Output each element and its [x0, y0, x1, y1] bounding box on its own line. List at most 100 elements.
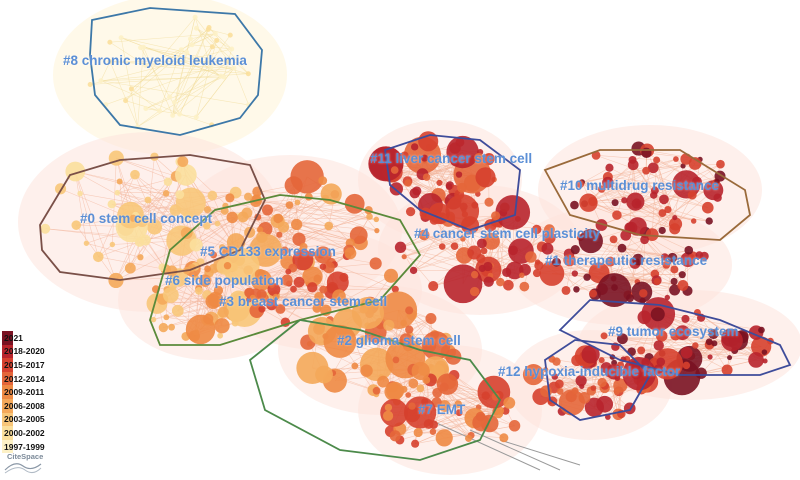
reference-node[interactable] — [682, 361, 691, 370]
reference-node[interactable] — [476, 238, 487, 249]
reference-node[interactable] — [258, 305, 266, 313]
reference-node[interactable] — [590, 385, 597, 391]
reference-node[interactable] — [162, 287, 179, 303]
reference-node[interactable] — [659, 194, 669, 205]
reference-node[interactable] — [156, 108, 162, 114]
reference-node[interactable] — [680, 346, 693, 359]
reference-node[interactable] — [642, 166, 650, 175]
reference-node[interactable] — [476, 254, 486, 264]
reference-node[interactable] — [605, 163, 614, 172]
reference-node[interactable] — [414, 341, 420, 347]
reference-node[interactable] — [129, 214, 137, 222]
reference-node[interactable] — [107, 199, 117, 209]
reference-node[interactable] — [502, 267, 512, 278]
reference-node[interactable] — [195, 287, 203, 295]
reference-node[interactable] — [294, 199, 301, 206]
reference-node[interactable] — [285, 201, 294, 209]
reference-node[interactable] — [575, 375, 587, 387]
cluster-label-c6[interactable]: #6 side population — [165, 273, 284, 288]
reference-node[interactable] — [223, 262, 232, 270]
reference-node[interactable] — [109, 241, 116, 248]
reference-node[interactable] — [595, 219, 608, 231]
reference-node[interactable] — [589, 289, 598, 298]
reference-node[interactable] — [748, 352, 764, 368]
reference-node[interactable] — [163, 177, 173, 187]
cluster-label-c0[interactable]: #0 stem cell concept — [80, 211, 213, 226]
reference-node[interactable] — [422, 173, 431, 181]
reference-node[interactable] — [692, 342, 699, 349]
reference-node[interactable] — [445, 183, 453, 191]
reference-node[interactable] — [299, 242, 308, 251]
reference-node[interactable] — [108, 272, 124, 289]
reference-node[interactable] — [177, 111, 183, 117]
reference-node[interactable] — [655, 330, 668, 342]
reference-node[interactable] — [762, 358, 768, 364]
reference-node[interactable] — [617, 243, 627, 253]
reference-node[interactable] — [342, 298, 350, 306]
cluster-label-c4[interactable]: #4 cancer stem cell plasticity — [414, 226, 601, 241]
reference-node[interactable] — [611, 199, 619, 207]
reference-node[interactable] — [319, 263, 327, 270]
reference-node[interactable] — [662, 261, 671, 269]
reference-node[interactable] — [360, 364, 373, 377]
reference-node[interactable] — [272, 293, 279, 300]
reference-node[interactable] — [472, 414, 490, 432]
reference-node[interactable] — [571, 270, 579, 277]
reference-node[interactable] — [243, 192, 253, 201]
reference-node[interactable] — [408, 378, 419, 389]
reference-node[interactable] — [480, 247, 488, 255]
reference-node[interactable] — [290, 160, 324, 194]
reference-node[interactable] — [672, 214, 678, 221]
reference-node[interactable] — [71, 220, 82, 230]
reference-node[interactable] — [443, 264, 483, 304]
reference-node[interactable] — [758, 326, 765, 334]
reference-node[interactable] — [147, 219, 163, 235]
reference-node[interactable] — [40, 223, 51, 234]
reference-node[interactable] — [573, 286, 580, 293]
reference-node[interactable] — [229, 46, 235, 52]
reference-node[interactable] — [83, 240, 90, 246]
reference-node[interactable] — [690, 218, 697, 224]
reference-node[interactable] — [711, 340, 718, 347]
reference-node[interactable] — [418, 229, 430, 241]
reference-node[interactable] — [543, 224, 555, 236]
reference-node[interactable] — [266, 299, 278, 311]
reference-node[interactable] — [237, 211, 249, 223]
reference-node[interactable] — [185, 314, 216, 345]
reference-node[interactable] — [714, 178, 720, 184]
reference-node[interactable] — [602, 176, 614, 189]
reference-node[interactable] — [193, 25, 199, 31]
reference-node[interactable] — [687, 190, 697, 200]
reference-node[interactable] — [383, 319, 395, 331]
reference-node[interactable] — [384, 403, 393, 412]
reference-node[interactable] — [411, 361, 430, 381]
reference-node[interactable] — [632, 253, 644, 266]
reference-node[interactable] — [292, 249, 314, 271]
reference-node[interactable] — [637, 310, 652, 325]
reference-node[interactable] — [596, 395, 614, 413]
reference-node[interactable] — [171, 99, 177, 105]
reference-node[interactable] — [484, 197, 494, 207]
reference-node[interactable] — [597, 273, 632, 308]
reference-node[interactable] — [318, 300, 325, 307]
reference-node[interactable] — [421, 154, 429, 162]
reference-node[interactable] — [322, 261, 335, 274]
reference-node[interactable] — [519, 272, 525, 279]
reference-node[interactable] — [446, 135, 479, 169]
reference-node[interactable] — [563, 253, 576, 267]
reference-node[interactable] — [650, 307, 665, 322]
reference-node[interactable] — [107, 59, 113, 65]
reference-node[interactable] — [312, 303, 322, 313]
reference-node[interactable] — [614, 375, 621, 381]
reference-node[interactable] — [217, 306, 229, 318]
reference-node[interactable] — [135, 214, 149, 228]
reference-node[interactable] — [429, 428, 437, 435]
reference-node[interactable] — [570, 200, 579, 210]
reference-node[interactable] — [721, 329, 743, 352]
reference-node[interactable] — [721, 364, 733, 376]
reference-node[interactable] — [304, 192, 313, 201]
reference-node[interactable] — [669, 284, 681, 296]
reference-node[interactable] — [450, 242, 459, 250]
reference-node[interactable] — [455, 171, 463, 178]
reference-node[interactable] — [405, 207, 416, 217]
